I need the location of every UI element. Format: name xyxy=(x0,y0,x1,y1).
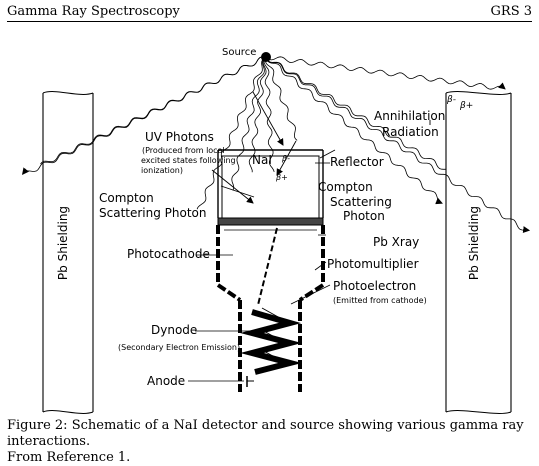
crystal-left-ray xyxy=(231,56,267,191)
anode-label: Anode xyxy=(147,374,185,388)
photoelectron-label: Photoelectron xyxy=(333,279,416,293)
caption-line-1: Figure 2: Schematic of a NaI detector an… xyxy=(7,418,524,449)
crystal-ray-3 xyxy=(265,56,298,141)
dynode-chain xyxy=(240,307,302,375)
page-header: Gamma Ray Spectroscopy GRS 3 xyxy=(7,3,532,22)
gamma-rays xyxy=(21,56,531,234)
right-shield-ray xyxy=(265,56,447,170)
annihilation-label-2: Radiation xyxy=(382,125,439,139)
compton-left-2: Scattering Photon xyxy=(99,206,207,220)
leader-lines xyxy=(188,162,331,382)
compton-left-1: Compton xyxy=(99,191,154,205)
left-pb-shielding: Pb Shielding xyxy=(42,91,94,414)
figure-caption: Figure 2: Schematic of a NaI detector an… xyxy=(7,418,532,466)
compton-right-3: Photon xyxy=(343,209,385,223)
left-shield-ray xyxy=(40,56,267,165)
pb-xray-label: Pb Xray xyxy=(373,235,419,249)
left-shield-label: Pb Shielding xyxy=(56,206,70,280)
reflector-label: Reflector xyxy=(330,155,384,169)
photoelectron-note: (Emitted from cathode) xyxy=(333,296,427,305)
source-label: Source xyxy=(222,47,256,58)
crystal-ray-1 xyxy=(248,56,267,173)
caption-line-2: From Reference 1. xyxy=(7,450,131,465)
photomultiplier-label: Photomultiplier xyxy=(327,257,419,271)
dynode-note: (Secondary Electron Emission) xyxy=(118,343,240,352)
dynode-label: Dynode xyxy=(151,323,197,337)
labels: Annihilation Radiation β+ β- UV Photons … xyxy=(99,95,473,388)
crystal-ray-2 xyxy=(263,56,275,173)
uv-note-2: excited states following xyxy=(141,156,236,165)
beta-plus-label: β+ xyxy=(459,101,473,111)
photocathode-label: Photocathode xyxy=(127,247,210,261)
compton-right-1: Compton xyxy=(318,180,373,194)
crystal-beta-plus: β+ xyxy=(275,173,288,182)
compton-out-ray xyxy=(265,56,443,205)
interaction-arrows xyxy=(211,91,431,204)
crystal-beta-minus: β- xyxy=(281,154,290,163)
nai-detector-diagram: Pb Shielding Pb Shielding xyxy=(21,47,531,414)
uv-note-1: (Produced from local xyxy=(142,146,225,155)
beta-minus-label: β- xyxy=(446,95,456,105)
uv-note-3: ionization) xyxy=(141,166,183,175)
uv-photons-label: UV Photons xyxy=(145,130,214,144)
photoelectron-path xyxy=(257,227,278,306)
compton-right-2: Scattering xyxy=(330,195,392,209)
right-pb-shielding: Pb Shielding xyxy=(445,91,512,414)
right-shield-label: Pb Shielding xyxy=(467,206,481,280)
right-far-ray xyxy=(265,56,531,234)
uv-ray xyxy=(196,56,267,210)
annihilation-label-1: Annihilation xyxy=(374,109,445,123)
header-section: GRS 3 xyxy=(490,4,532,19)
header-title: Gamma Ray Spectroscopy xyxy=(7,4,180,19)
nai-label: NaI xyxy=(252,153,272,167)
annihilation-ray xyxy=(265,56,506,90)
